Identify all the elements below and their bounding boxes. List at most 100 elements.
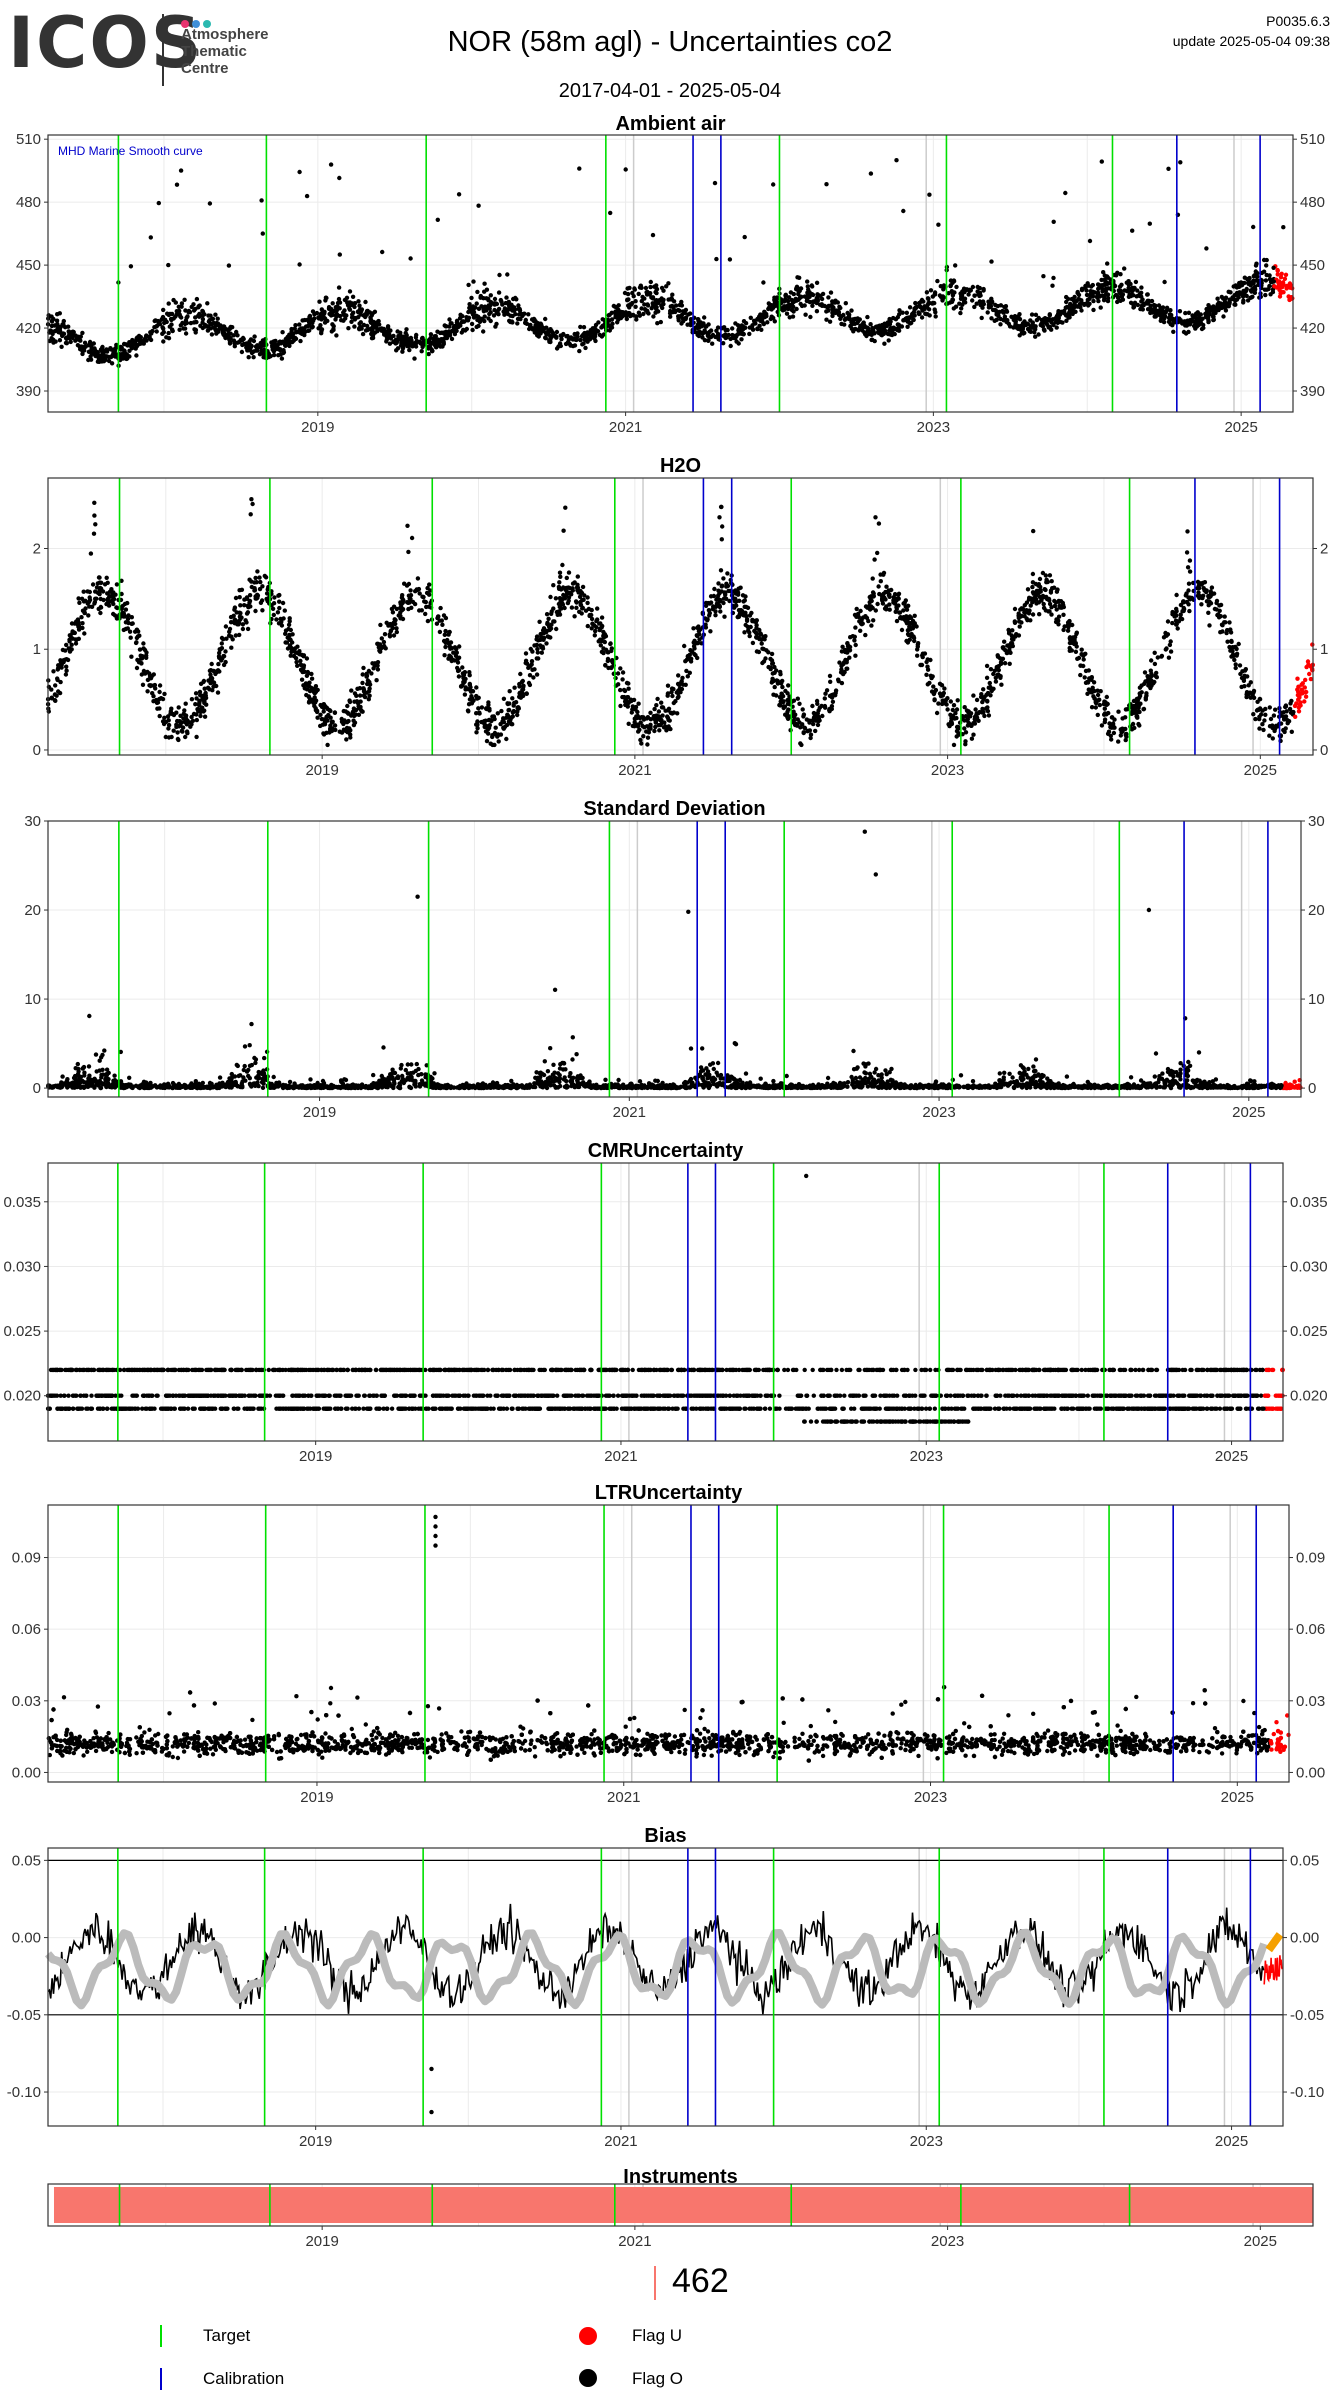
flag-o-point [193, 327, 199, 333]
flag-o-point [843, 301, 848, 306]
flag-o-point [679, 321, 684, 326]
flag-o-point [702, 330, 707, 335]
flag-o-point [735, 614, 740, 620]
flag-o-point [626, 721, 631, 726]
flag-o-point [193, 306, 198, 312]
flag-o-point [572, 343, 578, 348]
flag-o-point [1124, 280, 1130, 285]
flag-o-point [691, 626, 696, 631]
flag-o-point [1201, 322, 1206, 328]
flag-o-point [769, 303, 774, 308]
flag-o-point [811, 299, 817, 304]
flag-o-point [1176, 619, 1182, 624]
flag-o-point [552, 333, 558, 338]
flag-o-point [1208, 308, 1214, 313]
flag-o-point [456, 192, 462, 197]
flag-o-point [488, 310, 493, 315]
flag-o-point [274, 617, 279, 622]
flag-o-point [649, 295, 654, 300]
flag-o-point [1036, 583, 1041, 588]
flag-o-point [539, 323, 544, 329]
flag-o-point [155, 700, 161, 705]
flag-o-point [977, 290, 983, 296]
flag-o-point [64, 336, 69, 341]
flag-o-point [875, 601, 880, 607]
flag-o-point [1054, 325, 1059, 330]
flag-o-point [1043, 587, 1048, 593]
flag-o-point [447, 317, 452, 322]
flag-o-point [98, 610, 103, 616]
flag-o-point [469, 321, 475, 327]
flag-o-point [815, 722, 821, 728]
flag-o-point [593, 338, 598, 344]
flag-o-point [122, 601, 128, 607]
flag-o-point [1254, 708, 1260, 713]
flag-o-point [198, 713, 203, 719]
flag-o-point [1002, 639, 1007, 644]
flag-o-point [571, 336, 576, 341]
flag-o-point [72, 630, 78, 636]
flag-o-point [465, 708, 471, 713]
flag-o-point [183, 701, 188, 706]
flag-o-point [347, 698, 352, 703]
flag-o-point [110, 353, 116, 358]
flag-o-point [1099, 284, 1105, 289]
flag-o-point [636, 310, 642, 315]
flag-o-point [193, 691, 199, 696]
flag-o-point [741, 332, 746, 337]
flag-o-point [350, 294, 356, 299]
flag-o-point [1260, 722, 1265, 727]
flag-o-point [847, 312, 852, 317]
flag-o-point [1087, 238, 1093, 244]
flag-o-point [286, 338, 292, 343]
flag-o-point [459, 319, 465, 325]
flag-o-point [1090, 282, 1096, 288]
flag-o-point [645, 302, 650, 307]
flag-o-point [323, 717, 328, 722]
flag-o-point [963, 739, 968, 744]
flag-o-point [160, 696, 166, 702]
flag-o-point [1221, 314, 1226, 319]
flag-o-point [1123, 737, 1128, 743]
flag-o-point [1165, 619, 1171, 624]
flag-o-point [954, 284, 959, 290]
flag-o-point [335, 300, 341, 306]
flag-o-point [760, 660, 765, 666]
flag-o-point [1227, 300, 1232, 305]
flag-o-point [318, 323, 323, 328]
flag-o-point [778, 669, 783, 675]
flag-o-point [1166, 319, 1172, 324]
flag-o-point [600, 323, 605, 329]
flag-o-point [75, 620, 80, 625]
flag-u-point [1290, 286, 1295, 291]
flag-o-point [1105, 261, 1110, 266]
flag-o-point [1073, 309, 1078, 314]
flag-o-point [88, 357, 94, 362]
flag-o-point [455, 668, 461, 674]
flag-o-point [703, 600, 709, 606]
flag-o-point [661, 288, 666, 293]
flag-o-point [466, 282, 471, 288]
flag-o-point [451, 650, 456, 655]
flag-o-point [1130, 228, 1135, 233]
flag-o-point [784, 713, 790, 718]
flag-o-point [768, 316, 773, 322]
flag-o-point [515, 709, 520, 714]
flag-o-point [166, 330, 171, 336]
flag-o-point [211, 325, 216, 330]
flag-o-point [215, 316, 220, 321]
flag-o-point [1142, 670, 1148, 675]
flag-o-point [791, 718, 797, 723]
flag-o-point [569, 605, 575, 610]
flag-o-point [153, 686, 158, 691]
flag-o-point [57, 338, 63, 343]
flag-o-point [134, 665, 140, 671]
flag-o-point [878, 579, 883, 584]
flag-o-point [463, 687, 468, 692]
flag-o-point [979, 301, 985, 306]
flag-o-point [474, 324, 479, 330]
flag-o-point [733, 321, 738, 326]
flag-o-point [349, 688, 354, 693]
flag-o-point [1241, 298, 1246, 303]
flag-o-point [839, 321, 844, 327]
